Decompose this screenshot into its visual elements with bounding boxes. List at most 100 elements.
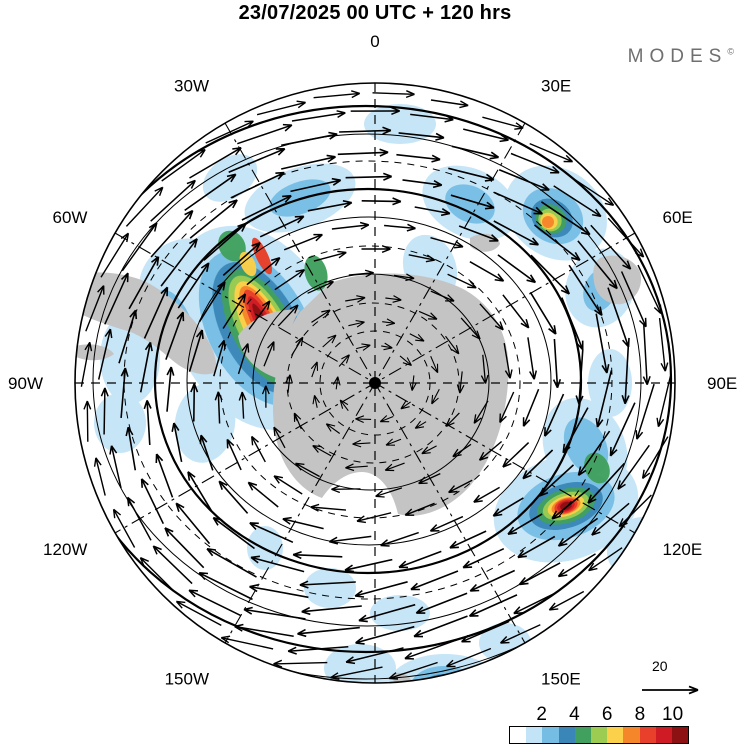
wind-arrow: [312, 394, 320, 408]
wind-arrow: [561, 297, 584, 351]
wind-arrow: [143, 286, 169, 339]
wind-arrow: [479, 303, 504, 331]
antarctic-peninsula-shelf: [238, 309, 300, 380]
wind-arrow: [463, 128, 509, 143]
wind-arrow: [263, 341, 275, 367]
wind-arrow: [222, 293, 247, 329]
wind-arrow: [469, 261, 505, 282]
wind-arrow: [544, 393, 565, 437]
wind-arrow: [83, 400, 92, 442]
wind-arrow: [618, 494, 652, 528]
wind-arrow: [281, 131, 338, 147]
wind-arrow: [571, 177, 615, 206]
wind-arrow: [372, 90, 415, 99]
wind-arrow: [460, 317, 481, 340]
wind-arrow: [502, 442, 530, 468]
wind-arrow: [385, 438, 402, 446]
wind-arrow: [469, 569, 516, 592]
wind-arrow: [358, 603, 416, 623]
wind-arrow: [294, 462, 320, 478]
wind-arrow: [220, 635, 274, 650]
wind-arrow: [400, 400, 411, 410]
vector-scale-arrow-icon: [642, 685, 699, 695]
wind-arrow: [297, 626, 360, 638]
wind-arrow: [234, 623, 294, 638]
wind-arrow: [493, 191, 543, 215]
wind-arrow: [480, 354, 489, 384]
wind-arrow: [398, 550, 442, 569]
wind-arrow: [587, 462, 625, 504]
wind-arrow: [497, 254, 537, 284]
wind-arrow: [461, 620, 510, 643]
wind-arrow: [150, 179, 196, 222]
wind-arrow: [338, 354, 350, 367]
wind-arrow: [100, 232, 130, 278]
wind-arrow: [553, 185, 602, 218]
wind-arrow: [249, 522, 294, 544]
wind-arrow: [199, 434, 214, 471]
wind-arrow: [155, 453, 174, 498]
wind-arrow: [452, 443, 472, 458]
map-svg[interactable]: 030E60E90E120E150E180150W120W90W60W30W: [0, 28, 750, 688]
wind-arrow: [404, 638, 458, 660]
wind-arrow: [230, 171, 285, 199]
polar-map[interactable]: 030E60E90E120E150E180150W120W90W60W30W: [0, 28, 750, 688]
vector-scale-label: 20: [652, 658, 668, 674]
wind-arrow: [414, 420, 427, 429]
wind-arrow: [446, 647, 492, 668]
wind-arrow: [492, 497, 524, 517]
wind-arrow: [218, 480, 249, 514]
wind-arrow: [356, 343, 371, 351]
colorbar-tick-2: 2: [536, 704, 548, 725]
colorbar-segment-9: [655, 727, 672, 743]
wind-arrow: [274, 269, 305, 291]
wind-arrow: [404, 502, 435, 516]
colorbar-gradient: [509, 726, 689, 744]
wind-arrow: [251, 435, 266, 463]
wind-arrow: [575, 349, 584, 405]
wind-arrow: [310, 503, 347, 512]
wind-arrow: [503, 342, 513, 379]
wind-arrow: [355, 625, 415, 645]
wind-arrow: [177, 262, 210, 309]
wind-arrow: [431, 388, 440, 405]
wind-arrow: [299, 580, 356, 589]
wind-arrow: [307, 280, 334, 294]
wind-arrow: [348, 320, 365, 328]
wind-arrow: [445, 335, 460, 355]
wind-arrow: [388, 661, 438, 680]
wind-arrow: [562, 407, 589, 454]
wind-arrow: [125, 186, 164, 227]
lon-label-90E: 90E: [707, 374, 737, 393]
wind-arrow: [577, 430, 611, 476]
brand-text: MODES: [627, 46, 728, 67]
colorbar-tick-8: 8: [634, 704, 646, 725]
colorbar[interactable]: 2 4 6 8 10: [509, 704, 689, 746]
wind-arrow: [175, 600, 222, 627]
wind-arrow: [498, 169, 550, 191]
wind-arrow: [331, 221, 370, 230]
wind-arrow: [139, 341, 153, 393]
wind-arrow: [281, 154, 336, 170]
lon-label-30E: 30E: [541, 76, 571, 95]
wind-arrow: [355, 415, 372, 424]
wind-arrow: [620, 271, 647, 328]
wind-arrow: [184, 173, 237, 212]
colorbar-segment-6: [607, 727, 624, 743]
wind-arrow: [568, 264, 603, 317]
wind-arrow: [462, 547, 505, 569]
wind-arrow: [198, 572, 253, 601]
wind-arrow: [97, 328, 113, 380]
wind-arrow: [171, 422, 183, 463]
wind-arrow: [237, 343, 250, 375]
colorbar-segment-7: [623, 727, 640, 743]
wind-arrow: [450, 194, 495, 210]
wind-arrow: [312, 445, 332, 457]
wind-arrow: [198, 280, 226, 323]
wind-arrow: [384, 223, 416, 232]
wind-arrow: [352, 439, 371, 448]
wind-arrow: [140, 478, 165, 525]
wind-arrow: [637, 264, 662, 315]
wind-arrow: [203, 222, 247, 261]
wind-arrow: [118, 309, 138, 364]
